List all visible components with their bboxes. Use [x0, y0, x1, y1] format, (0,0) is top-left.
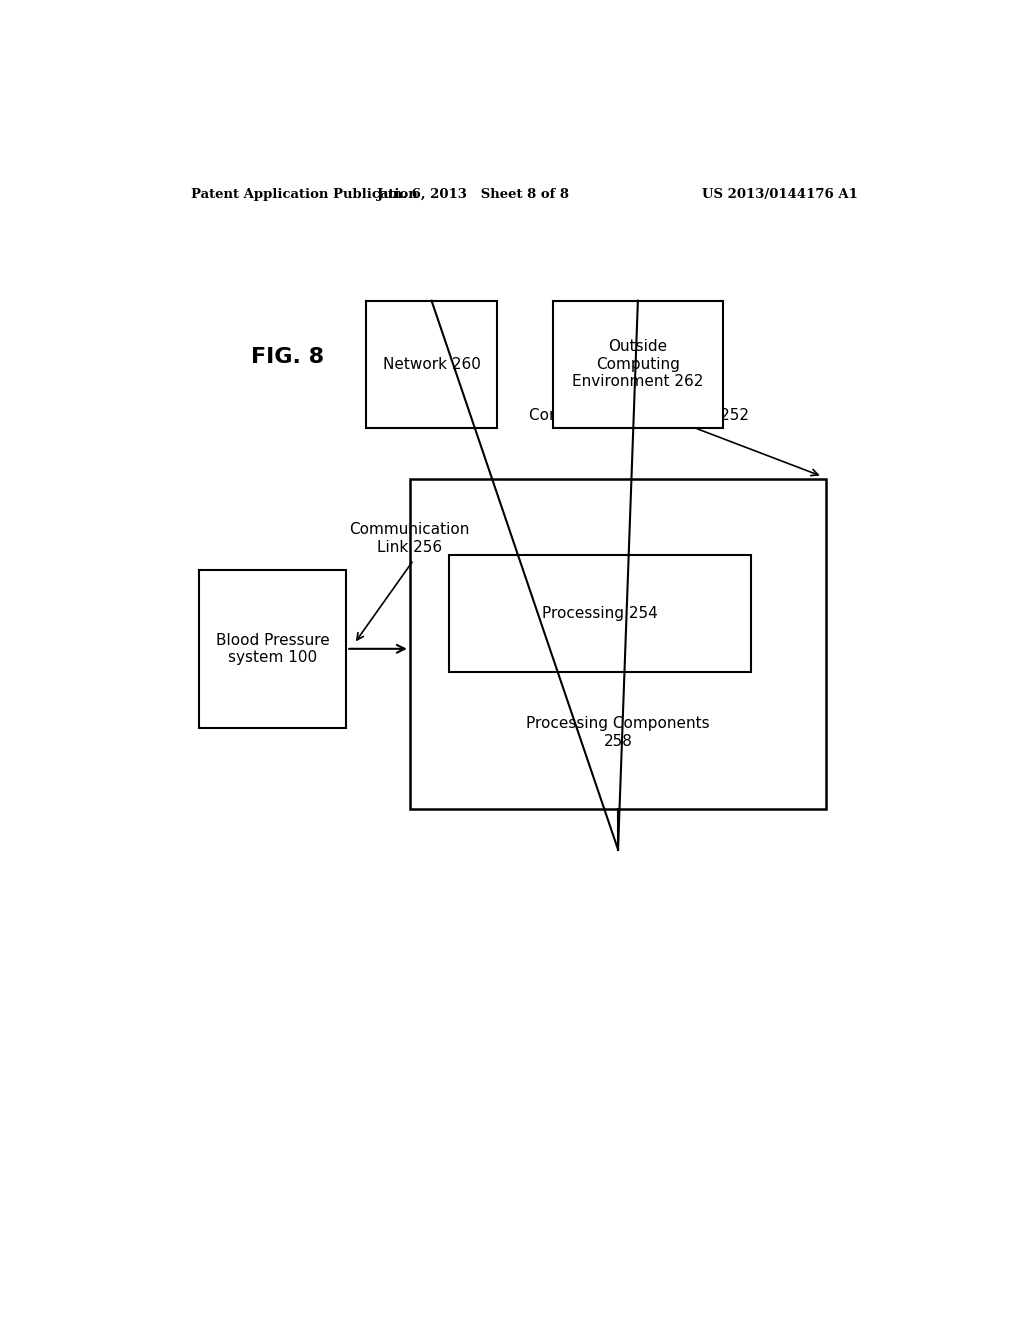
Bar [553, 301, 723, 428]
Text: FIG. 8: FIG. 8 [251, 347, 325, 367]
Text: Network 260: Network 260 [383, 356, 480, 372]
Bar [450, 554, 751, 672]
Text: Processing 254: Processing 254 [543, 606, 658, 620]
Text: Jun. 6, 2013   Sheet 8 of 8: Jun. 6, 2013 Sheet 8 of 8 [377, 189, 569, 202]
Text: Computing Environment 252: Computing Environment 252 [528, 408, 749, 422]
Text: Patent Application Publication: Patent Application Publication [191, 189, 418, 202]
Text: US 2013/0144176 A1: US 2013/0144176 A1 [702, 189, 858, 202]
Text: Processing Components
258: Processing Components 258 [526, 717, 710, 748]
Text: Outside
Computing
Environment 262: Outside Computing Environment 262 [572, 339, 703, 389]
Text: Communication
Link 256: Communication Link 256 [349, 523, 470, 554]
Bar [367, 301, 497, 428]
Text: Blood Pressure
system 100: Blood Pressure system 100 [216, 632, 330, 665]
Bar [200, 570, 346, 727]
Bar [410, 479, 826, 809]
